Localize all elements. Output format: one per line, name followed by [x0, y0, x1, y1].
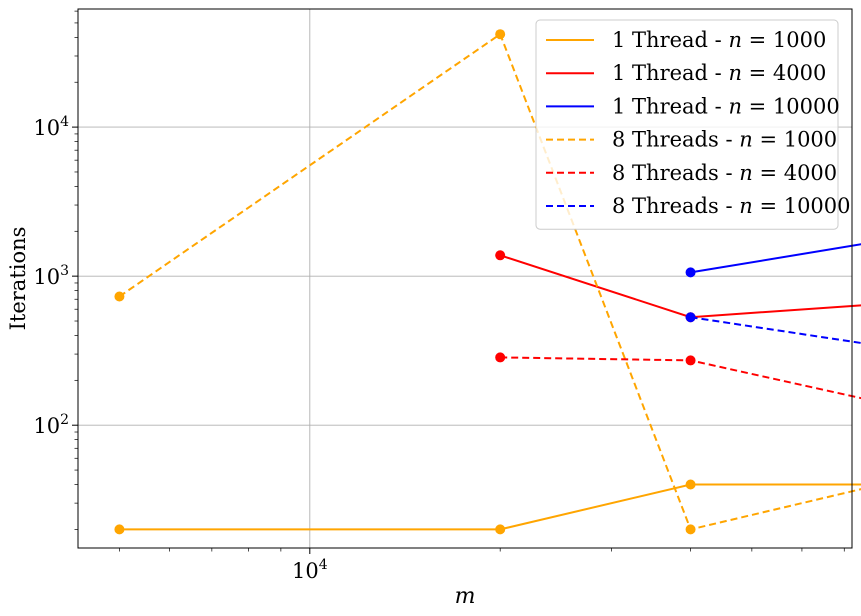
- series-3: [685, 243, 861, 278]
- axis-ticks: 104 102 103 104: [33, 10, 845, 583]
- data-point: [495, 250, 506, 261]
- data-point: [685, 312, 696, 323]
- legend-label: 8 Threads - n = 4000: [612, 161, 837, 185]
- plot-series: [114, 29, 861, 535]
- series-6: [685, 312, 861, 344]
- data-point: [495, 29, 506, 40]
- legend-box: [535, 19, 839, 230]
- series-line: [690, 316, 861, 344]
- series-line: [119, 483, 861, 531]
- series-1: [114, 479, 861, 535]
- data-point: [114, 291, 125, 302]
- series-line: [690, 243, 861, 274]
- x-tick-label: 104: [292, 557, 328, 583]
- series-line: [500, 356, 861, 400]
- legend-label: 8 Threads - n = 10000: [612, 194, 851, 218]
- data-point: [685, 355, 696, 366]
- legend-label: 1 Thread - n = 4000: [612, 61, 826, 85]
- data-point: [114, 524, 125, 535]
- legend-label: 1 Thread - n = 10000: [612, 94, 840, 118]
- data-point: [685, 267, 696, 278]
- series-line: [499, 254, 861, 319]
- series-2: [495, 250, 861, 323]
- data-point: [495, 352, 506, 363]
- series-line: [118, 32, 861, 531]
- data-point: [685, 524, 696, 535]
- series-5: [495, 352, 861, 400]
- data-point: [685, 479, 696, 490]
- x-axis-label: m: [455, 584, 476, 609]
- legend-label: 1 Thread - n = 1000: [612, 28, 826, 52]
- series-4: [114, 29, 861, 535]
- y-tick-label: 103: [33, 263, 69, 289]
- legend-label: 8 Threads - n = 1000: [612, 128, 837, 152]
- y-tick-label: 104: [33, 114, 69, 140]
- data-point: [495, 524, 506, 535]
- legend: 1 Thread - n = 1000 1 Thread - n = 4000 1 …: [535, 19, 851, 230]
- axes-frame: [77, 8, 853, 549]
- y-axis-label: Iterations: [6, 227, 30, 331]
- y-tick-label: 102: [33, 412, 69, 438]
